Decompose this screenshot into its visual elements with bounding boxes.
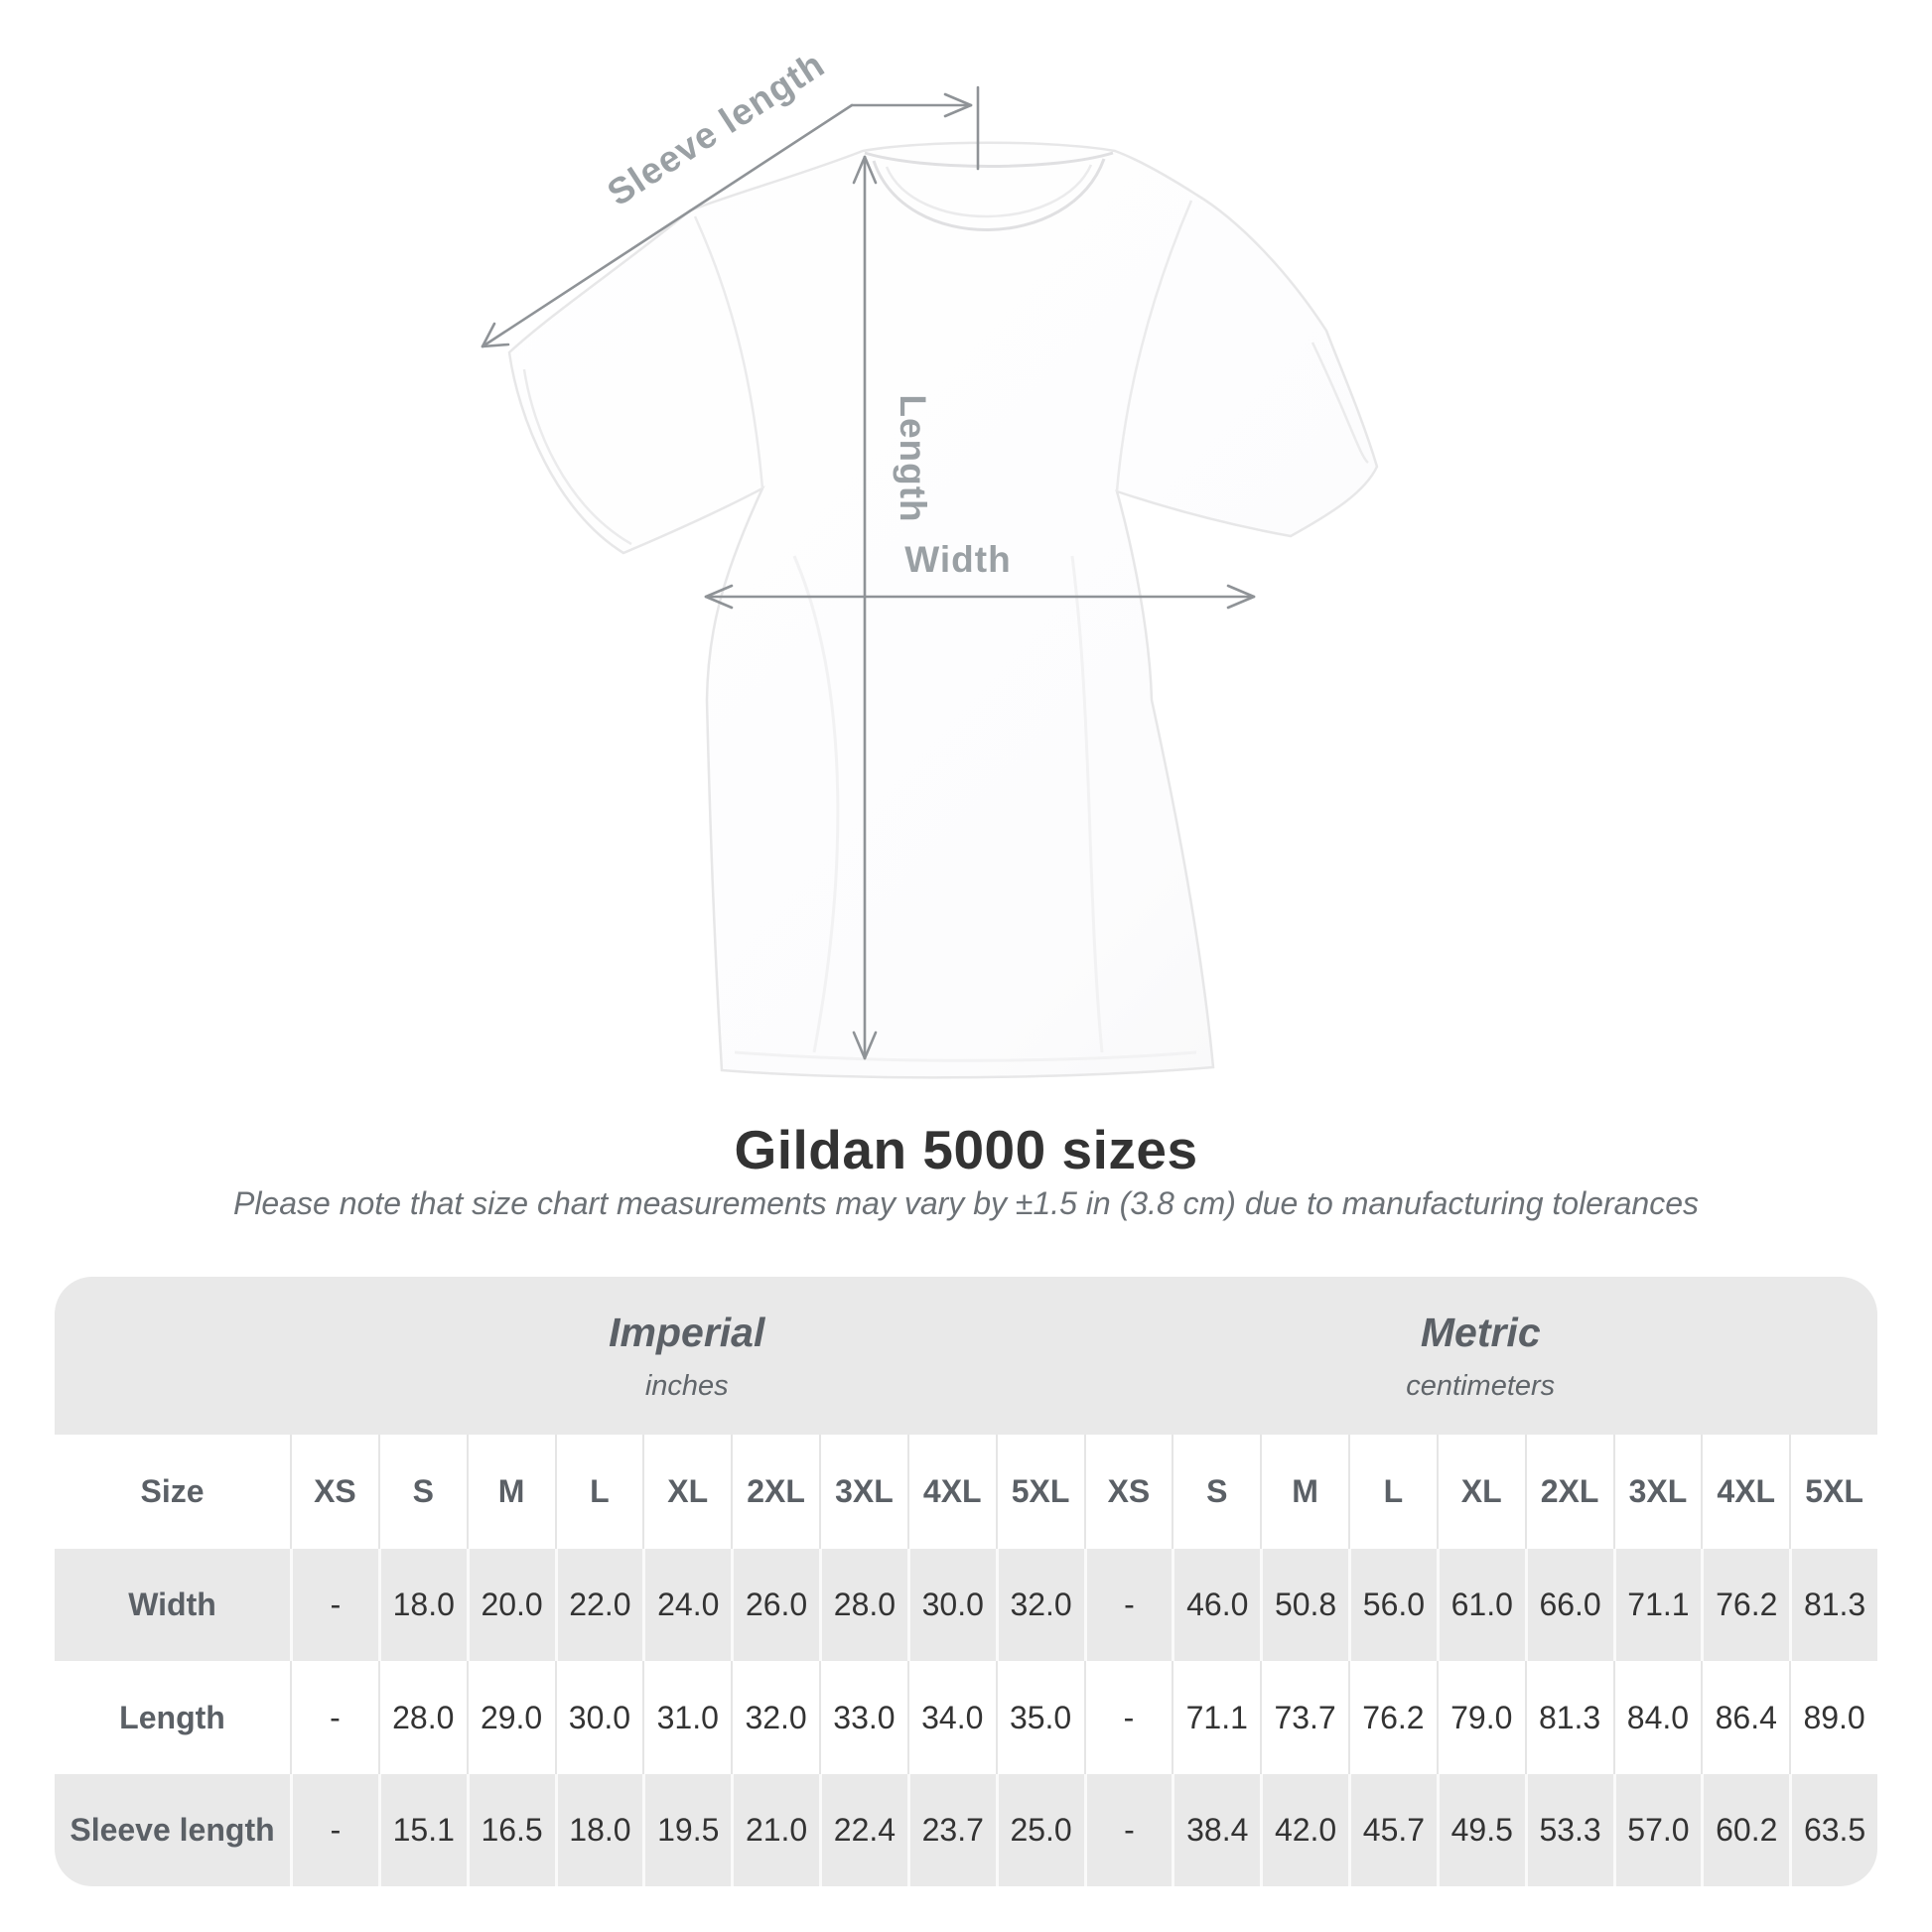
measurement-value-cell: 86.4 (1701, 1661, 1790, 1774)
measurement-value-cell: 26.0 (731, 1549, 819, 1661)
size-column-header: 5XL (1789, 1435, 1877, 1549)
measurement-value-cell: 16.5 (466, 1774, 555, 1886)
row-label: Width (55, 1549, 290, 1661)
size-header-cell: Size (55, 1435, 290, 1549)
size-column-header: 4XL (1701, 1435, 1790, 1549)
measurement-value-cell: 25.0 (995, 1774, 1084, 1886)
measurement-value-cell: 23.7 (906, 1774, 996, 1886)
measurement-value-cell: 53.3 (1524, 1774, 1613, 1886)
measurement-value-cell: 21.0 (731, 1774, 819, 1886)
measurement-value-cell: 71.1 (1172, 1661, 1261, 1774)
measurement-value-cell: 15.1 (377, 1774, 467, 1886)
measurement-value-cell: 30.0 (554, 1661, 643, 1774)
size-column-header: XS (1083, 1435, 1173, 1549)
row-label: Sleeve length (55, 1774, 290, 1886)
page-subtitle: Please note that size chart measurements… (232, 1185, 1700, 1221)
measurement-value-cell: 33.0 (819, 1661, 907, 1774)
size-column-header: XS (290, 1435, 378, 1549)
measurement-value-cell: 63.5 (1789, 1774, 1877, 1886)
size-column-header: L (1348, 1435, 1437, 1549)
width-label: Width (904, 539, 1011, 580)
measurement-value-cell: 42.0 (1260, 1774, 1348, 1886)
measurement-value-cell: - (290, 1661, 378, 1774)
imperial-group-header: Imperial inches (290, 1277, 1084, 1435)
measurement-value-cell: 45.7 (1348, 1774, 1437, 1886)
size-column-header: S (377, 1435, 467, 1549)
sleeve-length-arrow (481, 103, 854, 348)
measurement-value-cell: 57.0 (1612, 1774, 1702, 1886)
measurement-value-cell: 46.0 (1172, 1549, 1261, 1661)
size-column-header: 4XL (906, 1435, 996, 1549)
size-column-header: 3XL (1612, 1435, 1702, 1549)
measurement-value-cell: 20.0 (466, 1549, 555, 1661)
measurement-value-cell: 71.1 (1612, 1549, 1702, 1661)
tshirt-diagram: Sleeve length Length Width (481, 44, 1379, 1079)
table-corner-cell (55, 1277, 290, 1435)
measurement-value-cell: 76.2 (1701, 1549, 1790, 1661)
measurement-value-cell: 32.0 (731, 1661, 819, 1774)
measurement-value-cell: 18.0 (554, 1774, 643, 1886)
measurement-value-cell: 66.0 (1524, 1549, 1613, 1661)
width-measure: Width (704, 539, 1256, 610)
tshirt-graphic (507, 141, 1379, 1079)
measurement-value-cell: 29.0 (466, 1661, 555, 1774)
measurement-value-cell: - (1083, 1661, 1173, 1774)
size-column-header: L (554, 1435, 643, 1549)
metric-unit-label: centimeters (1406, 1369, 1556, 1402)
measurement-value-cell: 22.0 (554, 1549, 643, 1661)
size-column-header: XL (642, 1435, 732, 1549)
measurement-value-cell: 84.0 (1612, 1661, 1702, 1774)
page-title: Gildan 5000 sizes (734, 1119, 1198, 1180)
measurement-value-cell: 28.0 (819, 1549, 907, 1661)
size-column-header: XL (1436, 1435, 1525, 1549)
measurement-value-cell: 19.5 (642, 1774, 732, 1886)
measurement-value-cell: 31.0 (642, 1661, 732, 1774)
measurement-value-cell: 34.0 (906, 1661, 996, 1774)
measurement-value-cell: - (290, 1774, 378, 1886)
size-column-header: 5XL (995, 1435, 1084, 1549)
measurement-value-cell: 30.0 (906, 1549, 996, 1661)
measurement-value-cell: - (1083, 1774, 1173, 1886)
measurement-value-cell: 81.3 (1789, 1549, 1877, 1661)
metric-group-header: Metric centimeters (1083, 1277, 1877, 1435)
measurement-value-cell: 56.0 (1348, 1549, 1437, 1661)
measurement-value-cell: 49.5 (1436, 1774, 1525, 1886)
measurement-value-cell: 24.0 (642, 1549, 732, 1661)
size-column-header: S (1172, 1435, 1261, 1549)
measurement-value-cell: 18.0 (377, 1549, 467, 1661)
measurement-value-cell: 61.0 (1436, 1549, 1525, 1661)
measurement-value-cell: 22.4 (819, 1774, 907, 1886)
measurement-value-cell: 32.0 (995, 1549, 1084, 1661)
length-measure: Length (852, 155, 933, 1060)
size-column-header: 2XL (731, 1435, 819, 1549)
measurement-value-cell: 38.4 (1172, 1774, 1261, 1886)
measurement-value-cell: 89.0 (1789, 1661, 1877, 1774)
measurement-value-cell: 28.0 (377, 1661, 467, 1774)
size-column-header: 2XL (1524, 1435, 1613, 1549)
measurement-value-cell: 73.7 (1260, 1661, 1348, 1774)
imperial-unit-label: inches (644, 1369, 729, 1402)
length-label: Length (893, 394, 933, 522)
measurement-value-cell: 60.2 (1701, 1774, 1790, 1886)
row-label: Length (55, 1661, 290, 1774)
measurement-value-cell: 35.0 (995, 1661, 1084, 1774)
size-column-header: M (1260, 1435, 1348, 1549)
measurement-value-cell: 79.0 (1436, 1661, 1525, 1774)
size-column-header: M (466, 1435, 555, 1549)
metric-label: Metric (1420, 1309, 1541, 1355)
measurement-value-cell: 81.3 (1524, 1661, 1613, 1774)
measurement-value-cell: 76.2 (1348, 1661, 1437, 1774)
size-column-header: 3XL (819, 1435, 907, 1549)
measurement-value-cell: - (1083, 1549, 1173, 1661)
measurement-value-cell: - (290, 1549, 378, 1661)
size-table: Imperial inches Metric centimeters Size X… (55, 1277, 1877, 1886)
measurement-value-cell: 50.8 (1260, 1549, 1348, 1661)
imperial-label: Imperial (609, 1309, 765, 1355)
